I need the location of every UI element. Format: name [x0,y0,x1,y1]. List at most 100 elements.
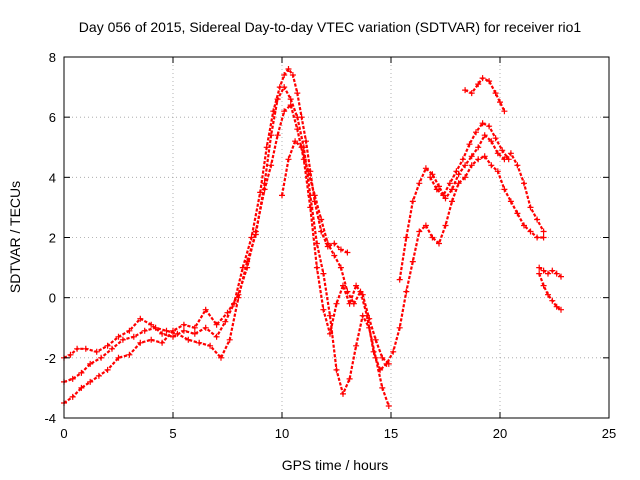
data-point [333,366,340,373]
data-point [540,267,547,274]
data-point [492,135,499,142]
data-point [481,153,488,160]
data-point [174,330,181,337]
y-tick-label: 8 [49,50,56,65]
data-point [324,240,331,247]
data-point [104,366,111,373]
data-point [78,369,85,376]
data-point [462,174,469,181]
data-point [446,180,453,187]
data-point [436,240,442,247]
data-point [422,165,429,172]
satellite-track-c [61,102,392,406]
data-point [468,153,475,160]
data-point [403,234,410,241]
y-tick-label: 4 [49,170,56,185]
data-point [409,258,416,265]
data-point [466,141,473,148]
data-point [344,288,351,295]
data-point [486,123,493,130]
data-series [61,66,564,409]
data-point [340,282,346,289]
satellite-track-h [536,264,564,280]
data-point [137,315,144,322]
data-point [69,375,76,382]
x-tick-label: 25 [602,426,616,441]
data-point [479,120,486,127]
data-point [536,270,543,277]
data-point [479,75,486,82]
y-tick-label: -2 [44,351,56,366]
data-point [115,354,122,361]
data-point [350,300,357,307]
data-point [318,216,325,223]
data-point [473,129,479,136]
data-point [370,348,377,355]
data-point [163,327,170,334]
data-point [213,333,220,340]
satellite-track-c-line [63,103,390,404]
data-point [294,90,301,97]
data-point [455,180,462,187]
data-point [141,327,148,334]
data-point [494,150,501,157]
y-axis-label: SDTVAR / TECUs [7,181,23,293]
data-point [285,156,292,163]
data-point [268,132,275,139]
data-point [213,321,220,328]
data-point [427,174,434,181]
data-point [289,72,296,78]
data-point [527,204,534,211]
data-point [78,384,85,391]
data-point [191,330,198,337]
data-point [307,204,314,211]
data-point [320,306,327,313]
data-point [549,297,556,304]
data-point [202,324,209,331]
data-point [501,108,508,115]
satellite-track-e-line [398,134,545,280]
data-point [475,144,482,151]
data-point [202,306,209,313]
data-point [558,306,564,313]
data-point [507,150,514,157]
data-point [377,366,384,373]
x-tick-label: 15 [384,426,398,441]
data-point [115,333,122,340]
data-point [383,360,390,367]
y-tick-label: -4 [44,411,56,426]
data-point [501,186,508,193]
data-point [104,342,111,349]
data-point [281,72,288,78]
data-point [449,186,455,193]
data-point [226,336,233,343]
data-point [357,288,364,295]
data-point [159,330,166,337]
data-point [521,222,527,229]
data-point [536,264,543,271]
data-point [109,345,115,352]
data-point [440,192,447,199]
data-point [390,348,397,355]
data-point [74,345,81,352]
data-point [93,348,100,355]
data-point [534,216,541,223]
data-point [514,162,521,169]
data-point [294,126,301,133]
data-point [521,180,527,187]
data-point [462,162,469,169]
data-point [281,108,288,115]
data-point [180,327,187,334]
data-point [196,339,203,346]
data-point [274,96,281,103]
x-tick-label: 5 [169,426,176,441]
y-tick-label: 6 [49,110,56,125]
data-point [67,351,74,358]
data-point [318,228,325,235]
satellite-track-f [427,120,512,199]
data-point [285,66,292,72]
data-point [222,318,229,325]
data-point [244,264,251,271]
